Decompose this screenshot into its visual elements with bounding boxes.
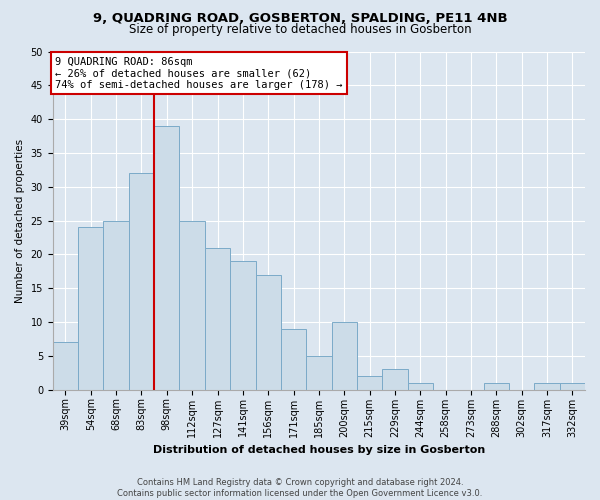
- Bar: [230, 261, 256, 390]
- Bar: [332, 322, 357, 390]
- Text: 9, QUADRING ROAD, GOSBERTON, SPALDING, PE11 4NB: 9, QUADRING ROAD, GOSBERTON, SPALDING, P…: [92, 12, 508, 26]
- Bar: [535, 383, 560, 390]
- Bar: [78, 228, 103, 390]
- Bar: [179, 220, 205, 390]
- Text: 9 QUADRING ROAD: 86sqm
← 26% of detached houses are smaller (62)
74% of semi-det: 9 QUADRING ROAD: 86sqm ← 26% of detached…: [55, 56, 343, 90]
- Bar: [129, 173, 154, 390]
- Bar: [306, 356, 332, 390]
- Bar: [103, 220, 129, 390]
- Bar: [382, 370, 407, 390]
- Bar: [484, 383, 509, 390]
- Bar: [407, 383, 433, 390]
- Bar: [357, 376, 382, 390]
- Text: Contains HM Land Registry data © Crown copyright and database right 2024.
Contai: Contains HM Land Registry data © Crown c…: [118, 478, 482, 498]
- Bar: [205, 248, 230, 390]
- Y-axis label: Number of detached properties: Number of detached properties: [15, 138, 25, 302]
- Bar: [154, 126, 179, 390]
- Bar: [53, 342, 78, 390]
- Bar: [281, 329, 306, 390]
- Text: Size of property relative to detached houses in Gosberton: Size of property relative to detached ho…: [128, 22, 472, 36]
- Bar: [256, 274, 281, 390]
- X-axis label: Distribution of detached houses by size in Gosberton: Distribution of detached houses by size …: [153, 445, 485, 455]
- Bar: [560, 383, 585, 390]
